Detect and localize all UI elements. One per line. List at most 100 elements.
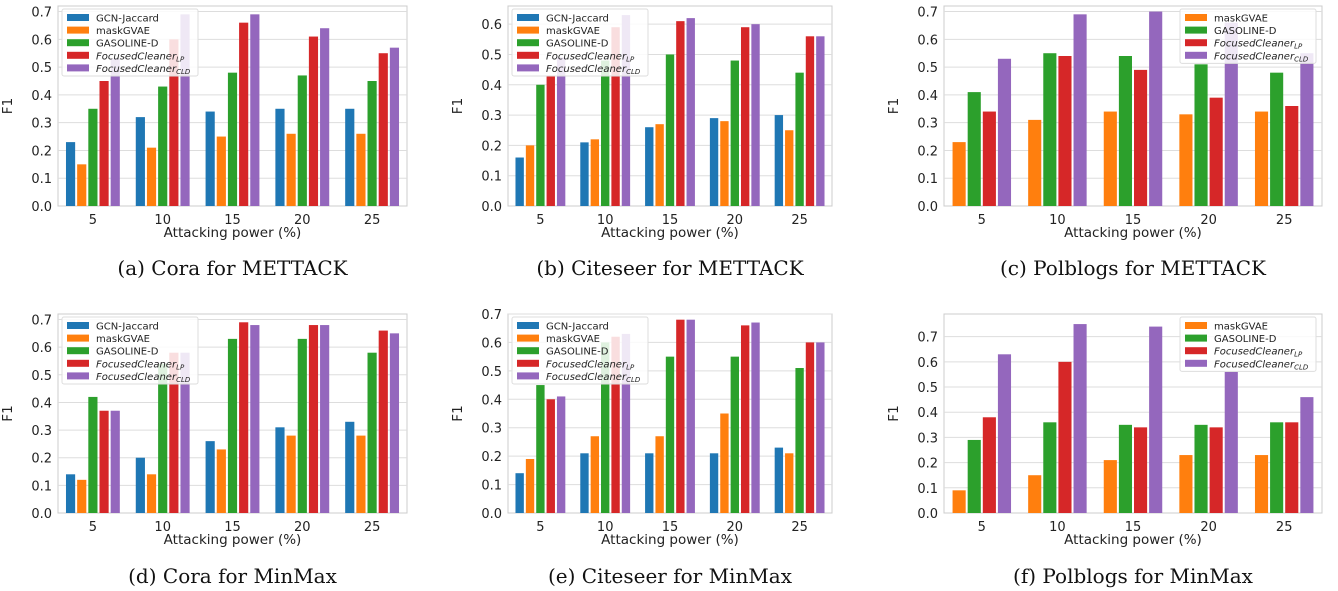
bar [580, 142, 589, 206]
y-tick-label: 0.5 [31, 369, 52, 384]
bar [146, 147, 157, 206]
legend-swatch [67, 347, 89, 355]
bar [1118, 424, 1132, 513]
legend-swatch [517, 372, 539, 380]
bar [1300, 397, 1314, 513]
bar [1149, 326, 1163, 513]
y-tick-label: 0.5 [481, 48, 502, 63]
bar [655, 436, 664, 513]
bar [751, 24, 760, 206]
panel-caption: (a) Cora for METTACK [117, 256, 348, 280]
y-tick-label: 0.2 [917, 457, 938, 472]
y-axis-label: F1 [886, 98, 902, 114]
bar [655, 124, 664, 206]
bar [1285, 106, 1299, 206]
bar [389, 333, 400, 513]
legend-label: GCN-Jaccard [546, 322, 609, 333]
bar [546, 75, 555, 207]
bar [99, 410, 109, 513]
bar [308, 36, 319, 206]
bar [1028, 119, 1042, 206]
x-axis-label: Attacking power (%) [164, 532, 302, 548]
bar [227, 72, 238, 207]
legend: GCN-JaccardmaskGVAEGASOLINE-DFocusedClea… [511, 316, 649, 385]
bar [816, 342, 825, 513]
bar [239, 22, 249, 206]
bar [730, 60, 739, 206]
bar [389, 47, 400, 206]
x-tick-label: 5 [978, 520, 986, 535]
bar [665, 54, 675, 206]
y-tick-label: 0.2 [481, 139, 502, 154]
x-tick-label: 15 [662, 213, 679, 228]
legend-label: GASOLINE-D [96, 39, 159, 50]
legend-swatch [1185, 359, 1207, 367]
bar [146, 474, 157, 513]
bar [135, 457, 145, 513]
x-tick-label: 25 [791, 520, 808, 535]
bar [345, 421, 355, 513]
legend-label: maskGVAE [1214, 322, 1268, 333]
legend-swatch [67, 372, 89, 380]
legend-swatch [517, 359, 539, 367]
bar [997, 354, 1012, 513]
y-tick-label: 0.2 [481, 450, 502, 465]
y-tick-label: 0.4 [31, 396, 52, 411]
x-tick-label: 25 [364, 520, 381, 535]
x-tick-label: 5 [978, 213, 986, 228]
bar [665, 356, 675, 513]
legend: GCN-JaccardmaskGVAEGASOLINE-DFocusedClea… [61, 8, 199, 77]
bar [216, 136, 226, 206]
bar [546, 399, 555, 513]
bar [297, 338, 307, 513]
bar [709, 453, 719, 513]
legend-label: maskGVAE [96, 334, 150, 345]
x-tick-label: 25 [1276, 520, 1293, 535]
panel-caption: (e) Citeseer for MinMax [548, 564, 793, 588]
x-tick-label: 5 [536, 213, 544, 228]
y-tick-label: 0.6 [481, 336, 502, 351]
legend-swatch [517, 26, 539, 34]
legend-swatch [517, 334, 539, 342]
legend-label: GASOLINE-D [96, 347, 159, 358]
bar [740, 325, 750, 513]
bar [1028, 475, 1042, 513]
bar [1209, 427, 1223, 513]
bar [816, 36, 825, 206]
x-tick-label: 15 [224, 520, 241, 535]
bar [1134, 427, 1148, 513]
x-tick-label: 15 [1125, 213, 1142, 228]
y-axis-label: F1 [450, 405, 466, 421]
bar [1270, 422, 1284, 513]
y-tick-label: 0.3 [481, 422, 502, 437]
legend-label: FocusedCleanerCLD [1214, 51, 1309, 63]
legend-swatch [67, 334, 89, 342]
legend-label: GASOLINE-D [1214, 334, 1277, 345]
bar [205, 441, 215, 513]
bar [967, 439, 981, 513]
bar [952, 142, 966, 206]
bar [65, 142, 76, 206]
bar [88, 396, 98, 513]
legend-label: FocusedCleanerCLD [546, 64, 641, 76]
bar [982, 417, 996, 513]
bar [275, 108, 285, 206]
legend-swatch [67, 26, 89, 34]
bar [805, 342, 815, 513]
y-tick-label: 0.3 [31, 117, 52, 132]
bar [601, 60, 610, 206]
bar [1194, 64, 1208, 206]
legend-label: FocusedCleanerLP [546, 51, 635, 63]
bar [952, 490, 966, 513]
bar [785, 130, 794, 206]
x-axis-label: Attacking power (%) [601, 532, 739, 548]
bar [1209, 97, 1223, 206]
panel-caption: (d) Cora for MinMax [128, 564, 337, 588]
bar [250, 325, 260, 513]
x-tick-label: 25 [1276, 213, 1293, 228]
y-axis-label: F1 [0, 405, 16, 421]
bar [515, 157, 524, 206]
bar [216, 449, 226, 513]
bar [250, 14, 260, 207]
y-tick-label: 0.1 [481, 479, 502, 494]
